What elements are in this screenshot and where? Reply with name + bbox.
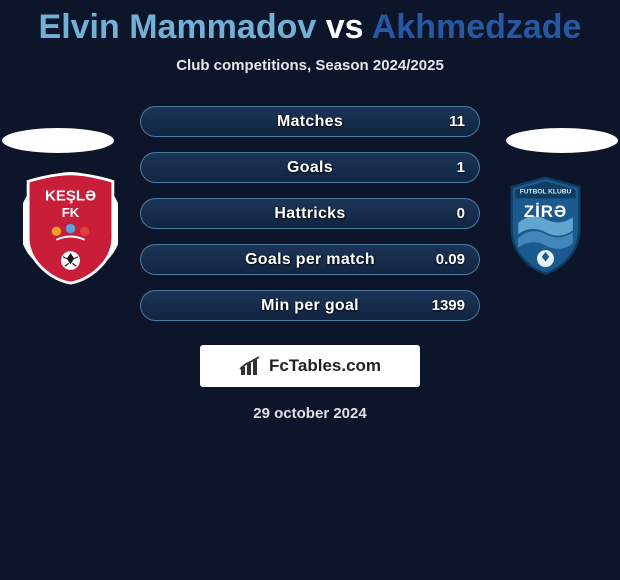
crest-right-text-main: ZİRƏ	[524, 202, 567, 221]
title-vs: vs	[326, 8, 364, 46]
title-player1: Elvin Mammadov	[39, 8, 317, 46]
stat-label: Goals	[287, 159, 333, 177]
decor-ellipse-right	[506, 128, 618, 153]
kesla-crest-icon: KEŞLƏ FK	[23, 172, 118, 285]
date-label: 29 october 2024	[0, 405, 620, 422]
crest-right-text-top: FUTBOL KLUBU	[520, 188, 572, 195]
stat-row-min-per-goal: Min per goal 1399	[140, 290, 480, 321]
club-crest-right: FUTBOL KLUBU ZİRƏ	[493, 168, 598, 288]
branding-text: FcTables.com	[269, 356, 381, 376]
club-crest-left: KEŞLƏ FK	[18, 168, 123, 288]
stat-row-hattricks: Hattricks 0	[140, 198, 480, 229]
stat-label: Hattricks	[274, 205, 345, 223]
stat-value-right: 1	[457, 159, 465, 176]
stat-value-right: 0	[457, 205, 465, 222]
stat-label: Goals per match	[245, 251, 375, 269]
page-title: Elvin Mammadov vs Akhmedzade	[0, 8, 620, 47]
branding-badge: FcTables.com	[200, 345, 420, 387]
stat-label: Min per goal	[261, 297, 359, 315]
decor-ellipse-left	[2, 128, 114, 153]
stat-label: Matches	[277, 113, 343, 131]
stat-row-goals-per-match: Goals per match 0.09	[140, 244, 480, 275]
bar-chart-icon	[239, 355, 263, 377]
subtitle: Club competitions, Season 2024/2025	[0, 57, 620, 74]
stats-list: Matches 11 Goals 1 Hattricks 0 Goals per…	[140, 106, 480, 321]
title-player2: Akhmedzade	[372, 8, 582, 46]
zira-crest-icon: FUTBOL KLUBU ZİRƏ	[498, 172, 593, 285]
crest-left-text-bottom: FK	[62, 205, 80, 220]
stat-value-right: 0.09	[436, 251, 465, 268]
stat-row-goals: Goals 1	[140, 152, 480, 183]
crest-left-text-top: KEŞLƏ	[45, 187, 96, 204]
stat-value-right: 1399	[432, 297, 465, 314]
stat-value-right: 11	[449, 113, 465, 130]
stat-row-matches: Matches 11	[140, 106, 480, 137]
